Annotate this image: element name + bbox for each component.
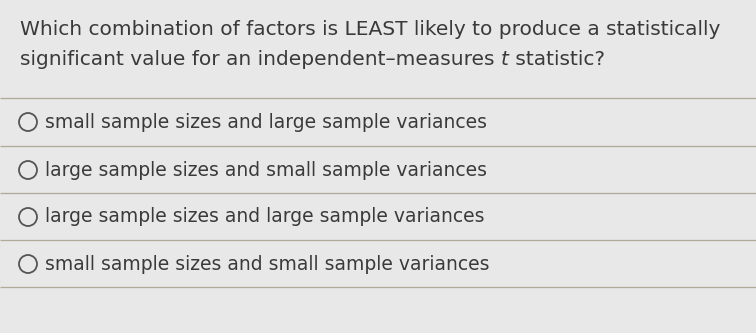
Text: large sample sizes and small sample variances: large sample sizes and small sample vari… xyxy=(45,161,487,179)
Text: large sample sizes and large sample variances: large sample sizes and large sample vari… xyxy=(45,207,485,226)
Text: small sample sizes and small sample variances: small sample sizes and small sample vari… xyxy=(45,254,489,273)
Text: significant value for an independent–measures: significant value for an independent–mea… xyxy=(20,50,501,69)
Text: t: t xyxy=(501,50,509,69)
Text: statistic?: statistic? xyxy=(509,50,605,69)
Text: small sample sizes and large sample variances: small sample sizes and large sample vari… xyxy=(45,113,487,132)
Text: Which combination of factors is LEAST likely to produce a statistically: Which combination of factors is LEAST li… xyxy=(20,20,720,39)
